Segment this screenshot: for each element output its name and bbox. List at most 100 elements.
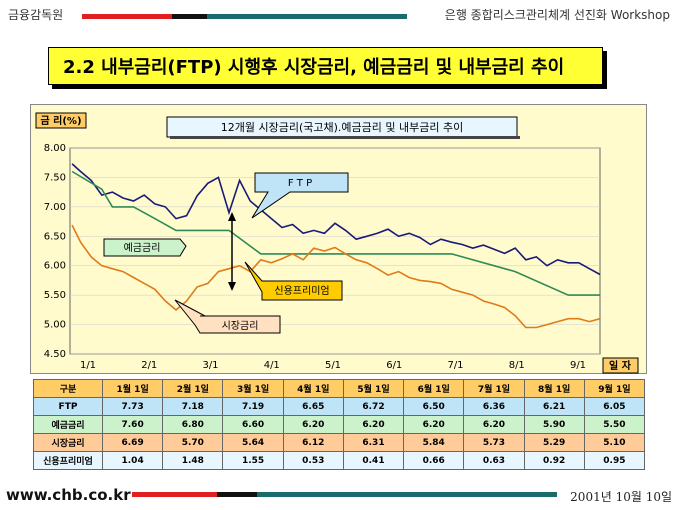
table-row-label: 신용프리미엄 (33, 451, 103, 470)
x-tick-label: 1/1 (80, 360, 96, 371)
series-line-1 (71, 170, 600, 296)
table-row: 신용프리미엄 1.04 1.48 1.55 0.53 0.41 0.66 0.63 0.92 0.… (33, 451, 646, 470)
series-line-0 (71, 163, 601, 276)
table-col-header: 8월 1일 (523, 379, 585, 398)
table-cell: 1.55 (222, 451, 284, 470)
table-cell: 6.80 (162, 415, 224, 434)
y-tick-label: 7.00 (44, 202, 66, 213)
table-cell: 6.21 (523, 397, 585, 416)
table-cell: 6.50 (403, 397, 465, 416)
footer-url: www.chb.co.kr (6, 486, 131, 504)
table-row-label: 시장금리 (33, 433, 103, 452)
x-tick-label: 7/1 (447, 360, 463, 371)
footer-bar-red (132, 492, 217, 497)
y-tick-label: 6.00 (44, 261, 66, 272)
premium-arrow-top (228, 212, 236, 221)
table-header-row: 구분 1월 1일 2월 1일 3월 1일 4월 1일 5월 1일 6월 1일 7… (33, 379, 646, 398)
x-tick-label: 6/1 (386, 360, 402, 371)
table-col-header: 4월 1일 (282, 379, 344, 398)
footer-bar-teal (257, 492, 557, 497)
premium-callout (244, 261, 343, 301)
table-cell: 5.73 (463, 433, 525, 452)
ftp-callout-label: F T P (288, 178, 312, 189)
footer-date: 2001년 10월 10일 (570, 490, 672, 504)
y-axis-label: 금 리(%) (40, 114, 81, 127)
table-row-label: 예금금리 (33, 415, 103, 434)
header-bar-black (172, 14, 207, 19)
y-tick-label: 5.50 (44, 290, 66, 301)
x-tick-label: 3/1 (202, 360, 218, 371)
y-tick-label: 7.50 (44, 172, 66, 183)
table-row: 시장금리 6.69 5.70 5.64 6.12 6.31 5.84 5.73 5.29 5.10 (33, 433, 646, 452)
line-chart: 8.00 7.50 7.00 6.50 6.00 5.50 5.00 4.50 1/1 2/1 3… (35, 112, 639, 374)
x-tick-label: 5/1 (325, 360, 341, 371)
y-tick-label: 8.00 (44, 143, 66, 154)
table-col-header: 5월 1일 (342, 379, 405, 398)
table-cell: 6.12 (282, 433, 344, 452)
table-row: FTP 7.73 7.18 7.19 6.65 6.72 6.50 6.36 6.21 6.05 (33, 397, 646, 416)
header-left: 금융감독원 (8, 8, 64, 22)
x-tick-label: 8/1 (509, 360, 525, 371)
table-cell: 7.19 (222, 397, 284, 416)
chart-title: 12개월 시장금리(국고채).예금금리 및 내부금리 추이 (221, 121, 463, 134)
table-cell: 6.60 (222, 415, 284, 434)
market-callout-label: 시장금리 (222, 320, 259, 332)
table-cell: 0.53 (282, 451, 344, 470)
table-cell: 6.20 (342, 415, 405, 434)
y-tick-label: 6.50 (44, 231, 66, 242)
table-cell: 6.20 (282, 415, 344, 434)
data-table: 구분 1월 1일 2월 1일 3월 1일 4월 1일 5월 1일 6월 1일 7… (33, 379, 646, 470)
table-cell: 6.69 (101, 433, 164, 452)
table-cell: 7.73 (101, 397, 164, 416)
table-cell: 0.63 (463, 451, 525, 470)
table-corner: 구분 (33, 379, 103, 398)
table-cell: 7.18 (162, 397, 224, 416)
table-row-label: FTP (33, 397, 103, 416)
table-col-header: 9월 1일 (583, 379, 646, 398)
ftp-callout (251, 172, 349, 219)
table-cell: 5.90 (523, 415, 585, 434)
header-right: 은행 종합리스크관리체계 선진화 Workshop (444, 8, 670, 22)
table-cell: 0.92 (523, 451, 585, 470)
page-title-text: 2.2 내부금리(FTP) 시행후 시장금리, 예금금리 및 내부금리 추이 (63, 57, 565, 78)
xlabel-box (602, 357, 639, 374)
table-cell: 6.65 (282, 397, 344, 416)
table-cell: 5.84 (403, 433, 465, 452)
deposit-callout (103, 238, 187, 257)
table-cell: 6.20 (403, 415, 465, 434)
table-cell: 5.10 (583, 433, 646, 452)
table-col-header: 2월 1일 (162, 379, 224, 398)
market-callout (174, 299, 281, 334)
table-col-header: 1월 1일 (101, 379, 164, 398)
y-tick-label: 4.50 (44, 349, 66, 360)
header-bar-red (82, 14, 172, 19)
deposit-callout-label: 예금금리 (124, 242, 161, 254)
table-cell: 5.50 (583, 415, 646, 434)
premium-callout-label: 신용프리미엄 (274, 285, 329, 297)
table-cell: 1.48 (162, 451, 224, 470)
table-cell: 5.64 (222, 433, 284, 452)
table-col-header: 7월 1일 (463, 379, 525, 398)
x-axis-label: 일 자 (609, 359, 632, 372)
table-cell: 1.04 (101, 451, 164, 470)
table-cell: 6.05 (583, 397, 646, 416)
y-tick-label: 5.00 (44, 320, 66, 331)
footer-bar-black (217, 492, 257, 497)
table-cell: 6.72 (342, 397, 405, 416)
table-col-header: 6월 1일 (403, 379, 465, 398)
table-cell: 6.36 (463, 397, 525, 416)
header-bar-teal (207, 14, 407, 19)
series-line-2 (71, 224, 601, 329)
table-col-header: 3월 1일 (222, 379, 284, 398)
table-cell: 6.31 (342, 433, 405, 452)
table-row: 예금금리 7.60 6.80 6.60 6.20 6.20 6.20 6.20 5.90 5.50 (33, 415, 646, 434)
table-cell: 0.95 (583, 451, 646, 470)
x-tick-label: 9/1 (570, 360, 586, 371)
x-tick-label: 2/1 (141, 360, 157, 371)
ylabel-box (35, 112, 87, 129)
x-tick-label: 4/1 (264, 360, 280, 371)
table-cell: 5.29 (523, 433, 585, 452)
premium-arrow-bottom (228, 282, 236, 291)
table-cell: 0.41 (342, 451, 405, 470)
table-cell: 6.20 (463, 415, 525, 434)
